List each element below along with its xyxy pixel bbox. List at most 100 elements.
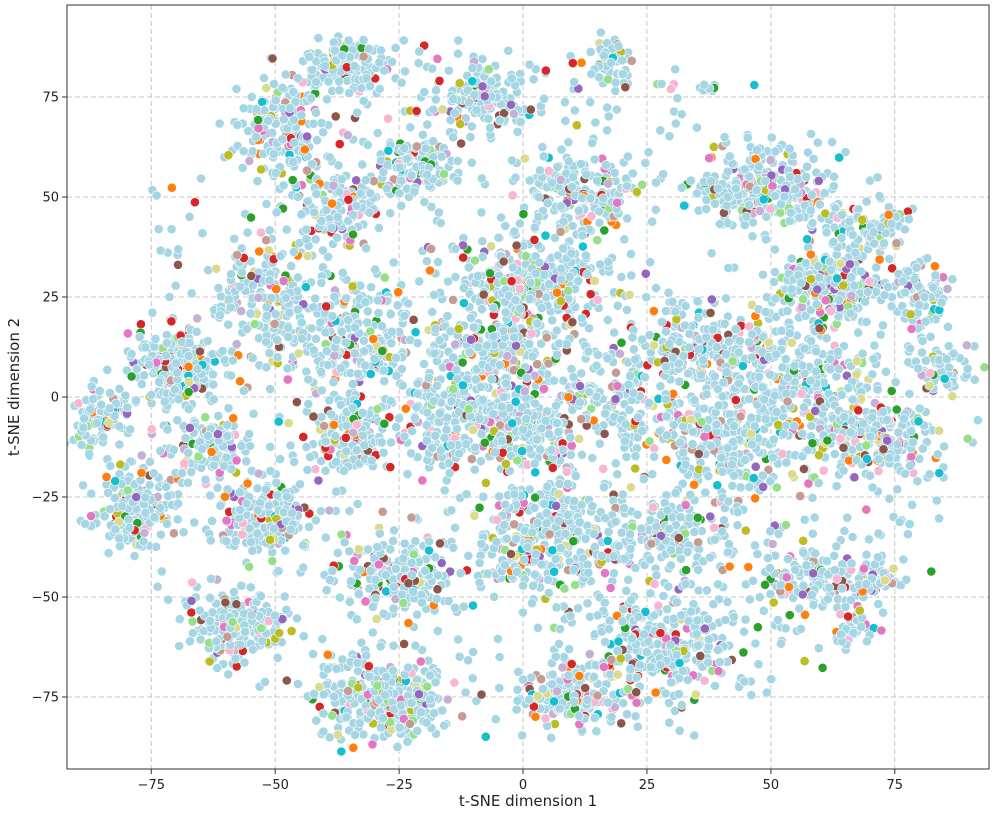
scatter-point — [506, 549, 516, 559]
scatter-point — [303, 399, 314, 409]
scatter-point — [511, 533, 522, 544]
scatter-point — [150, 333, 161, 344]
scatter-point — [318, 708, 329, 719]
scatter-point — [174, 614, 185, 624]
scatter-point — [624, 289, 635, 300]
scatter-point — [405, 718, 415, 729]
scatter-point — [388, 640, 399, 651]
scatter-point — [278, 507, 289, 518]
scatter-point — [222, 431, 233, 441]
scatter-point — [834, 152, 844, 163]
scatter-point — [223, 319, 234, 330]
scatter-point — [456, 138, 466, 149]
scatter-point — [341, 712, 352, 723]
scatter-point — [316, 118, 327, 128]
scatter-point — [183, 447, 194, 458]
scatter-point — [203, 430, 213, 441]
scatter-point — [183, 376, 194, 387]
scatter-point — [332, 232, 343, 243]
scatter-point — [468, 647, 478, 657]
scatter-point — [468, 322, 479, 333]
scatter-point — [244, 561, 254, 572]
scatter-point — [280, 293, 291, 303]
scatter-point — [417, 129, 428, 140]
scatter-point — [360, 175, 371, 186]
scatter-point — [286, 261, 297, 271]
scatter-point — [308, 649, 318, 659]
scatter-point — [326, 222, 337, 233]
scatter-point — [138, 536, 149, 547]
scatter-point — [86, 511, 96, 521]
scatter-point — [335, 363, 346, 374]
scatter-point — [288, 86, 299, 97]
scatter-point — [490, 714, 501, 725]
scatter-point — [331, 486, 342, 497]
scatter-point — [399, 143, 410, 154]
scatter-point — [172, 415, 183, 426]
scatter-point — [907, 499, 917, 510]
scatter-point — [410, 327, 421, 338]
scatter-point — [530, 398, 540, 409]
scatter-point — [173, 498, 183, 509]
scatter-point — [105, 504, 115, 514]
scatter-point — [598, 463, 609, 474]
scatter-point — [458, 252, 469, 263]
scatter-point — [136, 450, 147, 461]
scatter-point — [453, 35, 464, 46]
scatter-point — [186, 467, 197, 477]
scatter-point — [212, 663, 223, 673]
scatter-point — [361, 650, 372, 661]
scatter-point — [710, 681, 720, 691]
scatter-point — [365, 566, 376, 576]
scatter-point — [413, 58, 424, 68]
scatter-point — [381, 671, 392, 682]
scatter-point — [235, 281, 245, 292]
scatter-point — [349, 555, 360, 566]
scatter-point — [177, 468, 187, 479]
scatter-point — [803, 147, 813, 158]
scatter-point — [527, 598, 537, 609]
scatter-point — [221, 452, 232, 463]
scatter-point — [263, 245, 274, 256]
scatter-point — [414, 46, 425, 57]
scatter-point — [498, 325, 509, 336]
scatter-point — [412, 388, 423, 399]
scatter-point — [556, 263, 567, 274]
scatter-point — [443, 65, 454, 76]
scatter-point — [374, 84, 385, 94]
scatter-point — [385, 462, 396, 472]
scatter-point — [461, 489, 472, 500]
scatter-point — [246, 270, 257, 281]
scatter-point — [360, 596, 371, 607]
scatter-point — [364, 207, 375, 218]
scatter-point — [592, 294, 603, 305]
scatter-point — [246, 537, 257, 547]
scatter-point — [506, 99, 516, 110]
scatter-point — [492, 634, 503, 644]
scatter-point — [262, 310, 272, 321]
scatter-point — [302, 165, 312, 176]
scatter-point — [238, 146, 249, 157]
scatter-point — [235, 376, 245, 387]
scatter-point — [450, 244, 461, 254]
scatter-point — [463, 403, 474, 414]
scatter-point — [672, 93, 683, 104]
scatter-point — [357, 407, 368, 418]
scatter-point — [527, 351, 538, 362]
scatter-point — [140, 342, 151, 353]
scatter-point — [573, 526, 584, 537]
scatter-point — [265, 384, 276, 394]
scatter-point — [215, 310, 225, 320]
scatter-point — [349, 348, 360, 359]
scatter-point — [466, 454, 477, 464]
scatter-point — [551, 325, 562, 336]
scatter-point — [664, 698, 674, 708]
scatter-point — [424, 536, 434, 547]
scatter-point — [461, 439, 471, 450]
scatter-point — [361, 243, 371, 254]
scatter-point — [554, 639, 564, 649]
scatter-point — [464, 97, 474, 108]
scatter-point — [392, 742, 403, 752]
scatter-point — [377, 506, 388, 517]
scatter-point — [245, 440, 255, 451]
